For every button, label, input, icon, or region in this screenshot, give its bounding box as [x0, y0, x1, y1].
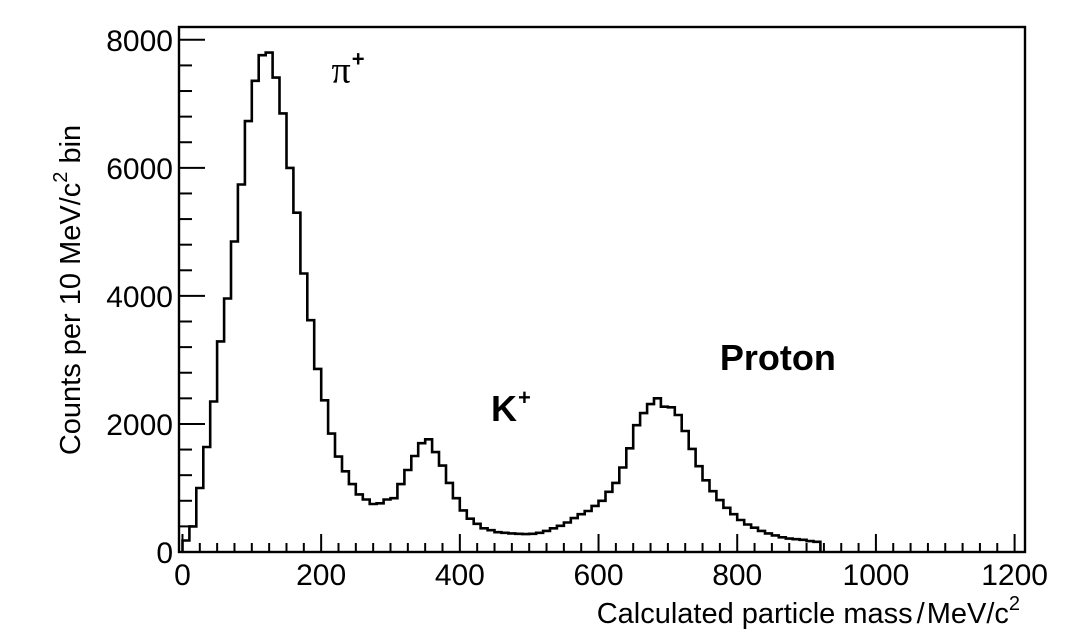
y-tick-label: 0 [156, 537, 173, 570]
x-tick-label: 400 [435, 559, 485, 592]
y-axis-label-main: Counts per 10 MeV/c [55, 183, 87, 455]
x-axis-label: Calculated particle mass/MeV/c2 [597, 593, 1020, 630]
x-tick-label: 0 [174, 559, 191, 592]
minor-ticks [179, 64, 999, 552]
plot-frame [177, 25, 1027, 554]
y-tick-label: 2000 [106, 409, 173, 442]
x-axis-label-unit-sup: 2 [1009, 593, 1020, 615]
y-axis-label: Counts per 10 MeV/c2 bin [50, 125, 87, 455]
y-tick-label: 6000 [106, 153, 173, 186]
x-tick-label: 1200 [981, 559, 1048, 592]
y-tick-label: 4000 [106, 281, 173, 314]
annotation-proton: Proton [720, 337, 836, 378]
x-tick-label: 1000 [843, 559, 910, 592]
y-tick-label: 8000 [106, 25, 173, 58]
x-tick-label: 800 [712, 559, 762, 592]
annotation-kaon: K+ [491, 385, 531, 429]
x-tick-label: 600 [574, 559, 624, 592]
y-axis-label-tail: bin [55, 125, 87, 172]
peak-annotations: π+ K+ Proton [332, 47, 836, 429]
histogram-series [181, 51, 822, 552]
y-axis-label-sup: 2 [50, 172, 72, 183]
tick-labels: 0 200 400 600 800 1000 1200 0 2000 4000 6000 8000 [106, 25, 1048, 592]
x-axis-label-sep: / [917, 598, 926, 630]
x-axis-label-main: Calculated particle mass [597, 598, 913, 630]
major-ticks [179, 38, 1016, 553]
annotation-pion: π+ [332, 47, 365, 92]
x-axis-label-unit: MeV/c [927, 598, 1009, 630]
x-tick-label: 200 [296, 559, 346, 592]
